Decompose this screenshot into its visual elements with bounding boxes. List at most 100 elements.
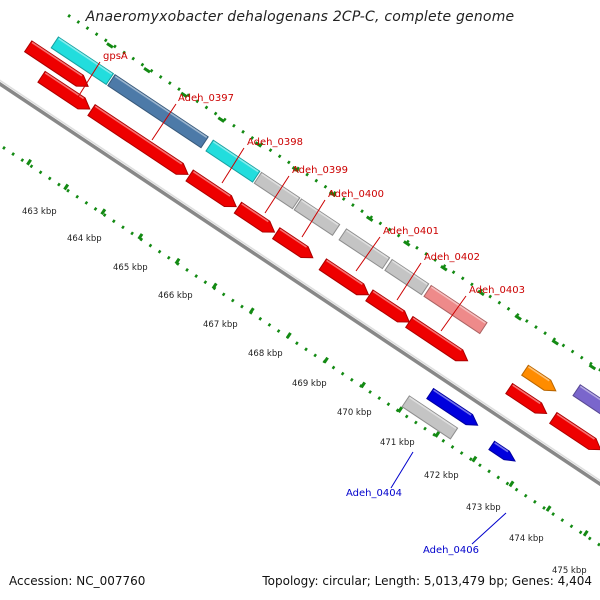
gene-feature[interactable] [205, 139, 261, 183]
outer-tick [415, 245, 419, 250]
gene-feature-highlight [409, 396, 457, 430]
gene-feature[interactable] [50, 36, 115, 86]
inner-major-tick [211, 282, 218, 290]
outer-tick [177, 87, 181, 92]
gene-feature[interactable] [549, 411, 600, 451]
inner-tick [432, 432, 437, 437]
outer-tick [140, 62, 145, 67]
gene-feature[interactable] [185, 169, 237, 208]
gene-labels: gpsA Adeh_0397 Adeh_0398 Adeh_0399 Adeh_0400… [103, 51, 525, 556]
gene-feature[interactable] [423, 284, 488, 335]
inner-tick [542, 506, 546, 510]
gene-label[interactable]: Adeh_0406 [423, 545, 479, 556]
inner-tick [551, 512, 555, 516]
gene-feature[interactable] [405, 315, 469, 362]
inner-tick [404, 414, 409, 419]
scale-label: 475 kbp [552, 566, 587, 576]
outer-major-tick [106, 42, 114, 49]
gene-label[interactable]: Adeh_0397 [178, 93, 234, 104]
inner-tick [267, 322, 272, 327]
label-leader-lines [77, 61, 507, 545]
gene-label[interactable]: Adeh_0400 [328, 189, 384, 200]
leader-line [301, 199, 326, 238]
inner-tick [514, 487, 519, 492]
inner-tick [505, 481, 510, 486]
outer-tick [378, 221, 383, 226]
gene-feature[interactable] [293, 198, 341, 236]
gene-feature[interactable] [253, 171, 301, 210]
gene-feature-highlight [433, 389, 472, 416]
outer-major-tick [477, 289, 485, 297]
gene-feature[interactable] [271, 227, 314, 259]
gene-feature-highlight [31, 41, 83, 77]
gene-label[interactable]: Adeh_0404 [346, 488, 402, 499]
inner-tick [569, 524, 574, 529]
outer-tick [286, 160, 291, 165]
feature-track [23, 36, 600, 462]
gene-feature-highlight [528, 366, 550, 382]
outer-tick [598, 367, 600, 372]
inner-major-tick [360, 381, 366, 389]
gene-label[interactable]: Adeh_0403 [469, 285, 525, 296]
leader-line [264, 175, 290, 214]
accession-text: Accession: NC_007760 [9, 574, 146, 588]
inner-tick [130, 231, 134, 236]
outer-tick [579, 355, 584, 360]
gene-feature-highlight [372, 290, 404, 313]
gene-label[interactable]: Adeh_0402 [424, 252, 480, 263]
gene-feature[interactable] [318, 258, 370, 296]
gene-label[interactable]: Adeh_0398 [247, 137, 303, 148]
gene-feature[interactable] [505, 382, 548, 415]
gene-feature[interactable] [365, 289, 411, 323]
outer-tick [250, 136, 255, 140]
gene-feature[interactable] [107, 74, 209, 149]
outer-tick [451, 270, 456, 275]
gene-feature[interactable] [384, 258, 430, 296]
inner-major-tick [26, 158, 32, 166]
outer-tick [67, 13, 71, 18]
leader-line [151, 103, 177, 141]
map-title: Anaeromyxobacter dehalogenans 2CP-C, com… [85, 9, 515, 25]
outer-tick [103, 38, 108, 43]
gene-feature[interactable] [488, 440, 516, 462]
outer-tick [314, 178, 319, 183]
inner-tick [414, 420, 418, 425]
gene-feature[interactable] [426, 387, 479, 426]
gene-feature-highlight [114, 75, 208, 138]
inner-major-tick [137, 233, 144, 240]
gene-feature-highlight [412, 317, 462, 351]
inner-tick [111, 219, 116, 224]
outer-tick [515, 312, 520, 317]
inner-major-tick [63, 183, 70, 191]
outer-major-tick [440, 264, 448, 272]
inner-tick [185, 268, 189, 272]
inner-tick [295, 341, 299, 346]
leader-line [390, 451, 414, 489]
genome-backbone [0, 79, 600, 487]
gene-label[interactable]: Adeh_0399 [292, 165, 348, 176]
inner-tick [487, 469, 491, 474]
gene-feature[interactable] [23, 40, 89, 87]
gene-feature[interactable] [37, 70, 91, 110]
gene-feature-highlight [556, 413, 595, 440]
outer-tick [506, 306, 511, 311]
gene-feature[interactable] [338, 228, 391, 270]
gene-feature[interactable] [521, 364, 557, 392]
inner-major-tick [471, 455, 478, 463]
gene-feature-highlight [494, 442, 509, 453]
inner-tick [313, 353, 318, 358]
scale-label: 468 kbp [248, 349, 283, 359]
outer-major-tick [254, 141, 263, 148]
gene-feature[interactable] [572, 384, 600, 425]
gene-label[interactable]: gpsA [103, 51, 128, 62]
gene-label[interactable]: Adeh_0401 [383, 226, 439, 237]
gene-feature[interactable] [401, 395, 459, 440]
outer-tick [405, 239, 410, 244]
gene-feature[interactable] [233, 201, 276, 233]
gene-feature-highlight [279, 228, 308, 248]
outer-tick [396, 233, 401, 238]
gene-feature[interactable] [87, 104, 189, 175]
inner-major-tick [323, 356, 329, 364]
outer-tick [195, 99, 200, 104]
outer-tick [204, 105, 209, 110]
